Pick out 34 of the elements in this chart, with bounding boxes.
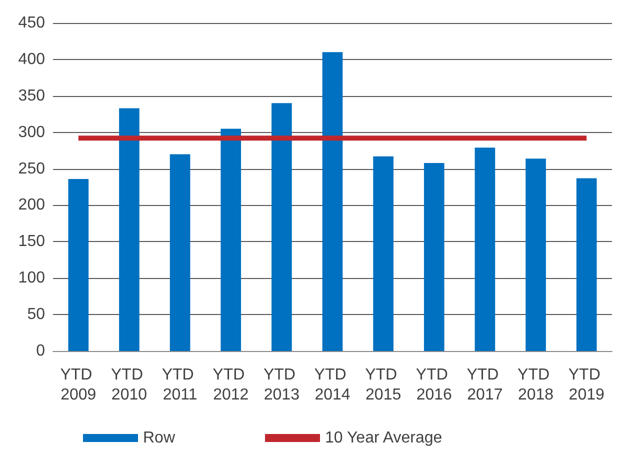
y-tick-label: 0 <box>36 342 46 360</box>
x-tick-label: YTD 2017 <box>466 366 504 404</box>
x-tick-label: YTD 2011 <box>162 366 198 404</box>
x-tick-label: YTD 2014 <box>314 366 351 404</box>
y-tick-label: 50 <box>27 306 46 324</box>
bar <box>322 52 343 351</box>
bar <box>424 162 444 351</box>
bar <box>526 158 546 351</box>
bar <box>170 154 190 351</box>
y-tick-label: 300 <box>18 124 46 141</box>
legend-label: 10 Year Average <box>325 430 442 446</box>
x-tick-label: YTD 2010 <box>111 366 148 404</box>
legend-label: Row <box>143 430 176 446</box>
bar <box>474 148 496 351</box>
y-tick-label: 200 <box>18 196 46 214</box>
bar <box>576 178 597 351</box>
x-tick-label: YTD 2016 <box>416 366 452 404</box>
bar <box>220 128 242 351</box>
x-tick-label: YTD 2015 <box>365 366 402 404</box>
bar <box>68 178 89 351</box>
x-tick-label: YTD 2013 <box>263 366 300 404</box>
y-tick-label: 250 <box>18 160 46 178</box>
y-tick-label: 100 <box>18 270 46 287</box>
y-tick-label: 400 <box>18 50 46 68</box>
x-tick-label: YTD 2012 <box>212 366 250 404</box>
y-tick-label: 150 <box>18 233 46 250</box>
x-tick-label: YTD 2018 <box>518 366 554 404</box>
y-tick-label: 350 <box>18 87 46 104</box>
bar <box>119 108 140 351</box>
bar <box>373 156 394 351</box>
bar <box>272 103 292 351</box>
y-tick-label: 450 <box>18 14 46 32</box>
x-tick-label: YTD 2019 <box>568 366 605 404</box>
x-tick-label: YTD 2009 <box>60 366 97 404</box>
